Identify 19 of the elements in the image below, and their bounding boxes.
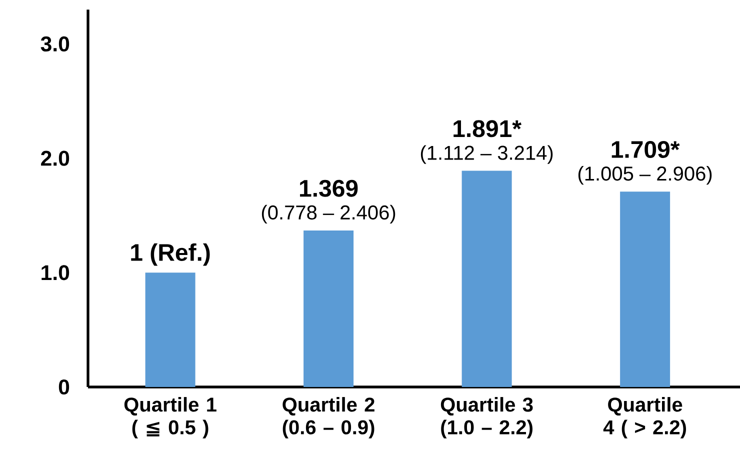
x-tick-label: Quartile 2 (0.6 – 0.9) [282, 397, 374, 438]
data-label: 1.709* [612, 140, 680, 158]
bar [462, 170, 512, 387]
annotation: (1.005 – 2.906) [578, 166, 712, 185]
y-tick-label: 3.0 [40, 36, 70, 52]
y-tick-label: 2.0 [41, 150, 70, 166]
data-label: 1.891* [454, 120, 522, 138]
y-tick-label: 0 [58, 379, 70, 395]
bar [145, 272, 196, 387]
annotation: (1.112 – 3.214) [420, 145, 553, 164]
data-label: 1.369 [300, 180, 358, 197]
data-label: 1 (Ref.) [131, 243, 210, 266]
annotation: (0.778 – 2.406) [262, 204, 396, 224]
x-tick-label: Quartile 3 (1.0 – 2.2) [440, 397, 533, 438]
bar [620, 192, 670, 387]
x-tick-label: Quartile 1 ( ≦ 0.5 ) [124, 397, 216, 438]
bar [304, 230, 354, 387]
x-tick-label: Quartile 4 ( > 2.2) [603, 397, 686, 438]
y-tick-label: 1.0 [42, 265, 70, 280]
